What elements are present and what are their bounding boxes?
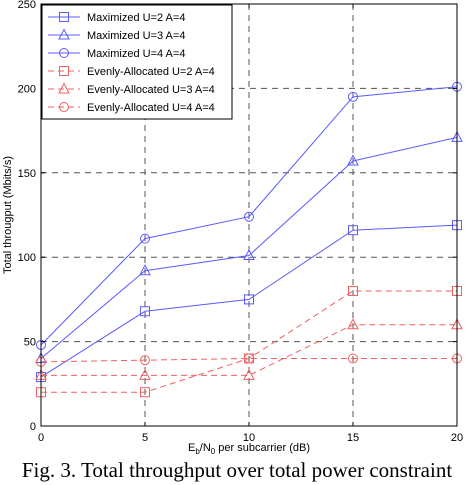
x-tick-label: 10: [243, 432, 255, 444]
data-point: [139, 368, 151, 380]
series-line: [40, 86, 458, 346]
x-axis-label-sub2: 0: [211, 447, 216, 456]
legend-label: Maximized U=2 A=4: [87, 12, 185, 24]
x-tick-label: 0: [38, 432, 44, 444]
data-point: [140, 306, 150, 317]
figure-caption: Fig. 3. Total throughput over total powe…: [21, 458, 453, 482]
y-tick-label: 200: [18, 83, 36, 95]
x-axis-label-rest: per subcarrier (dB): [215, 442, 310, 454]
x-tick-label: 20: [451, 432, 463, 444]
y-tick-label: 0: [30, 421, 36, 433]
series-line: [41, 290, 457, 393]
x-tick-label: 15: [347, 432, 359, 444]
series-line: [40, 136, 458, 359]
data-point: [244, 294, 254, 305]
data-point: [243, 368, 255, 380]
data-point: [140, 387, 150, 398]
legend-marker: [58, 82, 70, 94]
legend-marker: [59, 12, 69, 22]
legend-item: Maximized U=4 A=4: [48, 48, 185, 60]
data-point: [139, 264, 151, 276]
data-point: [243, 248, 255, 261]
legend-label: Evenly-Allocated U=3 A=4: [87, 84, 215, 96]
data-point: [140, 355, 150, 366]
legend-marker: [59, 66, 69, 76]
legend-label: Evenly-Allocated U=4 A=4: [87, 102, 215, 114]
legend-item: Evenly-Allocated U=3 A=4: [48, 82, 215, 96]
data-point: [244, 353, 254, 364]
x-axis-label: Eb/N0 per subcarrier (dB): [188, 442, 310, 456]
legend-item: Evenly-Allocated U=4 A=4: [48, 102, 215, 114]
series-line: [40, 224, 458, 378]
x-axis-label-mid: /N: [200, 442, 211, 454]
legend-label: Maximized U=4 A=4: [87, 48, 185, 60]
data-point: [348, 353, 358, 364]
data-point: [244, 211, 254, 222]
data-point: [348, 285, 358, 296]
y-tick-label: 150: [18, 168, 36, 180]
legend-marker: [59, 48, 69, 58]
series-1: [36, 220, 462, 383]
legend-label: Maximized U=3 A=4: [87, 30, 185, 42]
legend-label: Evenly-Allocated U=2 A=4: [87, 66, 215, 78]
y-tick-label: 100: [18, 252, 36, 264]
data-point: [348, 225, 358, 236]
x-tick-label: 5: [142, 432, 148, 444]
legend-item: Evenly-Allocated U=2 A=4: [48, 66, 215, 78]
legend-item: Maximized U=2 A=4: [48, 12, 185, 24]
y-tick-label: 50: [24, 337, 36, 349]
data-point: [347, 318, 359, 330]
y-tick-label: 250: [18, 0, 36, 11]
legend-item: Maximized U=3 A=4: [48, 28, 185, 42]
legend-marker: [58, 28, 70, 40]
data-point: [140, 233, 150, 244]
x-axis-label-sub1: b: [195, 447, 200, 456]
legend-box: [41, 4, 233, 120]
x-axis-label-main: E: [188, 442, 195, 454]
legend-marker: [59, 102, 69, 112]
y-axis-label: Total througput (Mbits/s): [2, 156, 14, 274]
data-point: [347, 154, 359, 166]
data-point: [348, 91, 358, 102]
legend: Maximized U=2 A=4 Maximized U=3 A=4 Maximi…: [41, 4, 233, 120]
